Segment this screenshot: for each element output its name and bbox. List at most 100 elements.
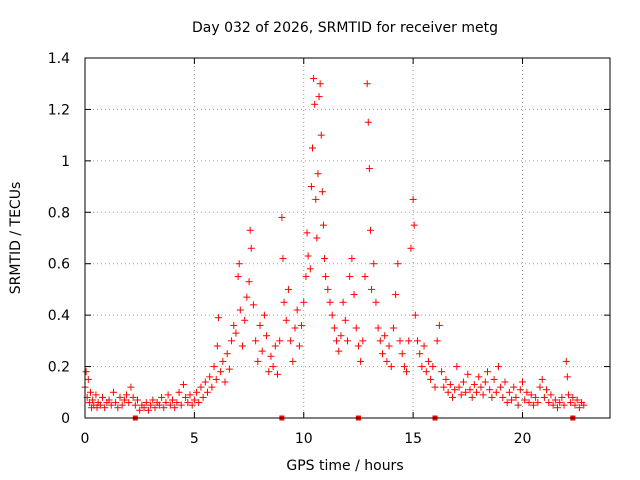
data-point — [335, 347, 343, 355]
data-point — [263, 332, 271, 340]
x-tick-label: 15 — [404, 431, 422, 447]
data-point — [370, 260, 378, 268]
data-point — [245, 278, 253, 286]
data-point — [446, 381, 454, 389]
data-point — [184, 399, 192, 407]
data-point — [99, 393, 106, 401]
y-tick-label: 0.4 — [48, 308, 70, 324]
data-point — [344, 337, 351, 345]
data-point — [166, 401, 174, 409]
data-point — [116, 393, 124, 401]
data-point — [214, 314, 222, 322]
data-point — [368, 285, 376, 293]
data-point — [123, 391, 131, 399]
data-point — [490, 375, 498, 383]
data-point — [278, 213, 286, 221]
data-point — [392, 291, 400, 299]
data-point — [385, 342, 393, 350]
data-point — [175, 388, 183, 396]
data-point — [302, 273, 310, 281]
data-point — [86, 388, 94, 396]
data-point — [540, 393, 548, 401]
data-point — [236, 306, 244, 314]
data-point — [571, 401, 579, 409]
data-point — [422, 368, 430, 376]
data-point — [497, 383, 505, 391]
data-point — [316, 80, 324, 88]
data-point — [304, 252, 312, 260]
data-point — [300, 298, 308, 306]
data-point — [405, 337, 413, 345]
data-point — [416, 350, 424, 358]
data-point — [311, 100, 319, 108]
data-point — [575, 404, 583, 412]
data-point — [82, 368, 90, 376]
data-point — [532, 393, 540, 401]
data-point — [549, 401, 557, 409]
data-point — [151, 404, 159, 412]
data-point — [396, 337, 404, 345]
data-point — [313, 234, 321, 242]
data-point — [451, 386, 459, 394]
x-axis-label: GPS time / hours — [286, 458, 403, 474]
data-point — [318, 188, 326, 196]
data-point — [129, 393, 137, 401]
data-point — [398, 350, 406, 358]
data-point — [403, 368, 411, 376]
data-point — [134, 396, 141, 404]
data-point — [193, 388, 201, 396]
data-point — [429, 363, 437, 371]
data-point — [348, 255, 356, 263]
x-tick-label: 0 — [81, 431, 90, 447]
data-point — [512, 393, 520, 401]
data-point — [309, 144, 316, 152]
data-point — [279, 255, 287, 263]
y-tick-label: 1 — [61, 154, 70, 170]
data-point — [505, 388, 513, 396]
data-point — [376, 337, 384, 345]
data-point — [499, 393, 507, 401]
data-point — [508, 396, 516, 404]
data-point — [114, 404, 122, 412]
y-tick-label: 1.4 — [48, 51, 70, 67]
data-point — [365, 165, 373, 173]
data-point — [372, 298, 380, 306]
data-point — [195, 399, 203, 407]
data-point — [333, 337, 341, 345]
data-point — [186, 391, 194, 399]
data-point — [366, 226, 374, 234]
data-point — [459, 378, 467, 386]
data-point — [317, 131, 325, 139]
data-point — [433, 337, 441, 345]
data-point — [330, 324, 338, 332]
chart-title: Day 032 of 2026, SRMTID for receiver met… — [192, 20, 498, 36]
data-point — [560, 401, 568, 409]
data-point — [228, 337, 236, 345]
data-point — [144, 406, 152, 414]
data-point — [324, 285, 332, 293]
data-point — [444, 388, 452, 396]
x-tick-label: 20 — [514, 431, 532, 447]
data-point — [190, 396, 198, 404]
data-point — [564, 391, 572, 399]
data-point — [212, 375, 220, 383]
data-point — [319, 221, 327, 229]
data-point — [407, 244, 415, 252]
data-point — [339, 298, 347, 306]
data-point — [473, 388, 481, 396]
data-point — [131, 401, 139, 409]
data-point — [96, 401, 104, 409]
data-point — [354, 342, 362, 350]
data-point — [438, 368, 446, 376]
data-point — [315, 93, 323, 101]
data-point — [280, 298, 288, 306]
data-point — [486, 386, 494, 394]
data-point — [289, 357, 297, 365]
data-point — [492, 388, 500, 396]
data-point — [514, 401, 522, 409]
data-point — [389, 324, 397, 332]
data-point — [258, 347, 266, 355]
data-point — [328, 311, 336, 319]
grid-lines — [85, 58, 610, 418]
